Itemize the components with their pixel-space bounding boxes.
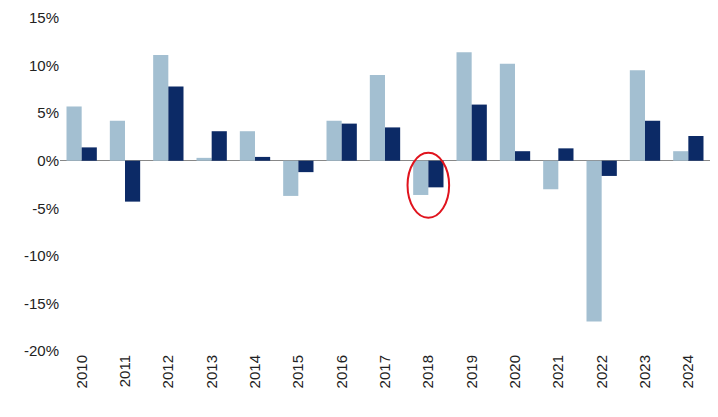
svg-text:-5%: -5%	[32, 200, 59, 217]
svg-text:2016: 2016	[333, 355, 350, 388]
svg-text:5%: 5%	[37, 104, 59, 121]
svg-text:2017: 2017	[376, 355, 393, 388]
svg-text:2012: 2012	[159, 355, 176, 388]
svg-text:2010: 2010	[73, 355, 90, 388]
svg-text:10%: 10%	[29, 57, 59, 74]
svg-text:2020: 2020	[506, 355, 523, 388]
svg-text:2011: 2011	[116, 355, 133, 387]
svg-text:2014: 2014	[246, 355, 263, 388]
svg-text:2015: 2015	[289, 355, 306, 388]
svg-text:-20%: -20%	[24, 342, 59, 359]
svg-text:-10%: -10%	[24, 247, 59, 264]
svg-text:-15%: -15%	[24, 295, 59, 312]
svg-text:2013: 2013	[203, 355, 220, 388]
svg-text:0%: 0%	[37, 152, 59, 169]
svg-text:2022: 2022	[593, 355, 610, 388]
svg-text:2023: 2023	[636, 355, 653, 388]
svg-text:2018: 2018	[419, 355, 436, 388]
svg-text:15%: 15%	[29, 9, 59, 26]
svg-text:2024: 2024	[679, 355, 696, 388]
svg-text:2019: 2019	[463, 355, 480, 388]
svg-text:2021: 2021	[549, 355, 566, 388]
